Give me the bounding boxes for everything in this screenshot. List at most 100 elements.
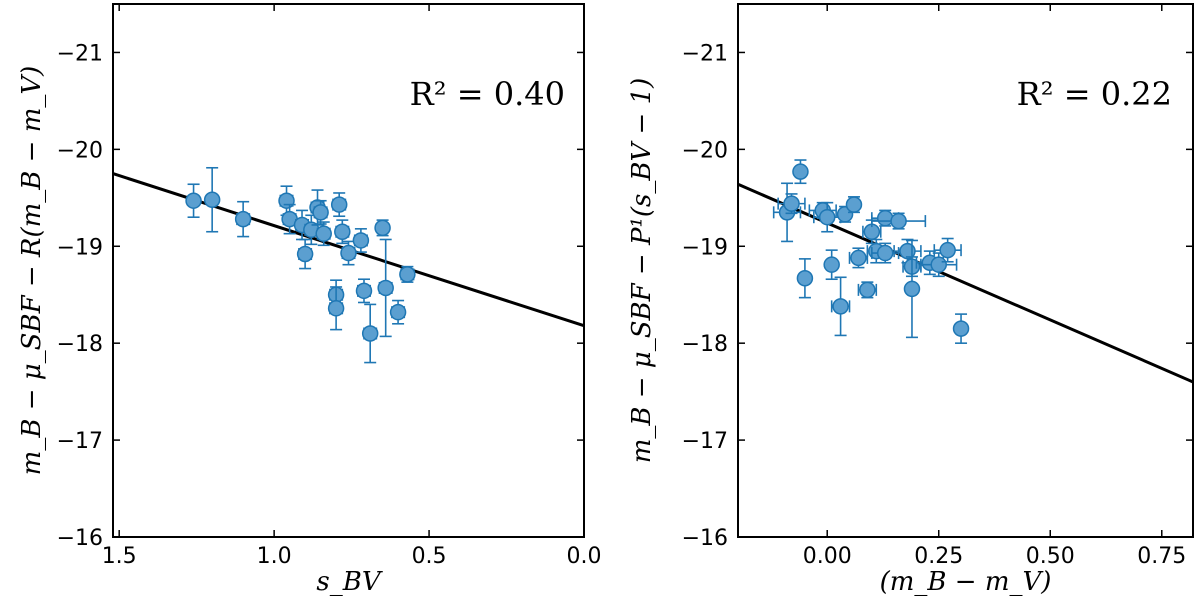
x-tick-label: 0.5 <box>412 544 447 569</box>
x-tick-label: 0.00 <box>803 544 852 569</box>
data-marker <box>327 300 345 317</box>
data-marker <box>355 282 373 300</box>
data-marker <box>845 196 863 213</box>
data-marker <box>939 241 956 259</box>
data-marker <box>278 192 295 209</box>
data-point <box>315 221 332 247</box>
data-point <box>777 193 806 215</box>
data-point <box>203 166 221 233</box>
data-point <box>933 237 962 263</box>
data-point <box>857 281 878 299</box>
data-marker <box>952 320 970 337</box>
data-point <box>278 185 295 217</box>
data-point <box>845 196 863 214</box>
data-point <box>389 299 407 325</box>
data-marker <box>783 195 800 212</box>
data-marker <box>203 191 221 209</box>
y-tick-label: −20 <box>682 138 728 163</box>
data-point <box>772 182 802 243</box>
data-point <box>792 159 809 185</box>
data-point <box>796 258 814 299</box>
x-axis-label: (m_B − m_V) <box>880 567 1052 597</box>
data-marker <box>859 281 876 299</box>
y-tick-label: −17 <box>682 429 728 454</box>
x-tick-label: 0.25 <box>914 544 963 569</box>
data-point <box>830 276 851 337</box>
x-tick-label: 0.0 <box>567 544 602 569</box>
data-marker <box>792 163 809 180</box>
y-tick-label: −19 <box>682 235 728 260</box>
data-marker <box>850 249 867 267</box>
data-marker <box>818 208 836 226</box>
data-marker <box>312 204 329 221</box>
y-tick-label: −18 <box>57 332 103 357</box>
data-point <box>303 214 320 246</box>
y-tick-label: −19 <box>57 235 103 260</box>
data-marker <box>903 280 921 298</box>
data-marker <box>399 266 416 283</box>
y-axis-label: m_B − μ_SBF − P¹(s_BV − 1) <box>627 78 657 464</box>
data-marker <box>389 303 407 321</box>
x-tick-label: 0.50 <box>1026 544 1075 569</box>
data-point <box>848 247 869 269</box>
data-point <box>823 249 840 281</box>
data-point <box>327 286 345 331</box>
r-squared-annotation: R² = 0.40 <box>410 75 565 113</box>
y-tick-label: −21 <box>57 41 103 66</box>
data-point <box>374 219 391 237</box>
x-tick-label: 1.0 <box>257 544 292 569</box>
data-marker <box>296 245 314 263</box>
y-tick-label: −20 <box>57 138 103 163</box>
data-marker <box>377 279 394 297</box>
data-marker <box>234 210 252 228</box>
data-marker <box>315 225 332 242</box>
data-marker <box>334 223 351 240</box>
y-tick-label: −18 <box>682 332 728 357</box>
data-point <box>361 303 379 364</box>
x-tick-label: 1.5 <box>102 544 137 569</box>
data-point <box>355 278 373 304</box>
data-marker <box>890 212 907 230</box>
data-point <box>862 219 882 245</box>
data-point <box>296 238 314 270</box>
data-marker <box>185 192 202 209</box>
data-marker <box>823 256 840 273</box>
data-point <box>352 228 370 253</box>
data-point <box>952 313 970 344</box>
data-point <box>340 240 357 266</box>
data-point <box>399 265 416 283</box>
data-point <box>330 192 348 218</box>
data-point <box>334 219 351 245</box>
x-axis-label: s_BV <box>316 567 382 597</box>
left-panel: −16 −17 −18 −19 −20 −21 1.5 1.0 0.5 0.0 R² = 0.40 s… <box>17 3 602 597</box>
x-tick-label: 0.75 <box>1137 544 1186 569</box>
plot-frame <box>737 3 1194 538</box>
data-point <box>377 238 394 338</box>
data-point <box>281 203 298 235</box>
data-point <box>903 239 921 339</box>
data-marker <box>832 298 849 315</box>
y-axis-label: m_B − μ_SBF − R(m_B − m_V) <box>17 66 47 476</box>
y-tick-label: −16 <box>57 526 103 551</box>
data-marker <box>330 196 348 213</box>
plot-frame <box>112 3 585 538</box>
data-marker <box>352 232 370 249</box>
data-marker <box>876 244 894 262</box>
data-point <box>871 212 927 230</box>
y-tick-label: −17 <box>57 429 103 454</box>
data-marker <box>374 219 391 237</box>
data-point <box>234 200 252 238</box>
data-point <box>312 199 329 225</box>
r-squared-annotation: R² = 0.22 <box>1017 75 1172 113</box>
y-tick-label: −16 <box>682 526 728 551</box>
y-tick-label: −21 <box>682 41 728 66</box>
right-panel: −16 −17 −18 −19 −20 −21 0.00 0.25 0.50 0.75 R² = 0… <box>627 3 1194 597</box>
data-point <box>813 201 842 233</box>
data-marker <box>361 325 379 342</box>
data-marker <box>930 256 947 273</box>
data-marker <box>340 244 357 262</box>
data-marker <box>796 270 814 287</box>
data-point <box>871 209 900 227</box>
data-point <box>185 183 202 218</box>
